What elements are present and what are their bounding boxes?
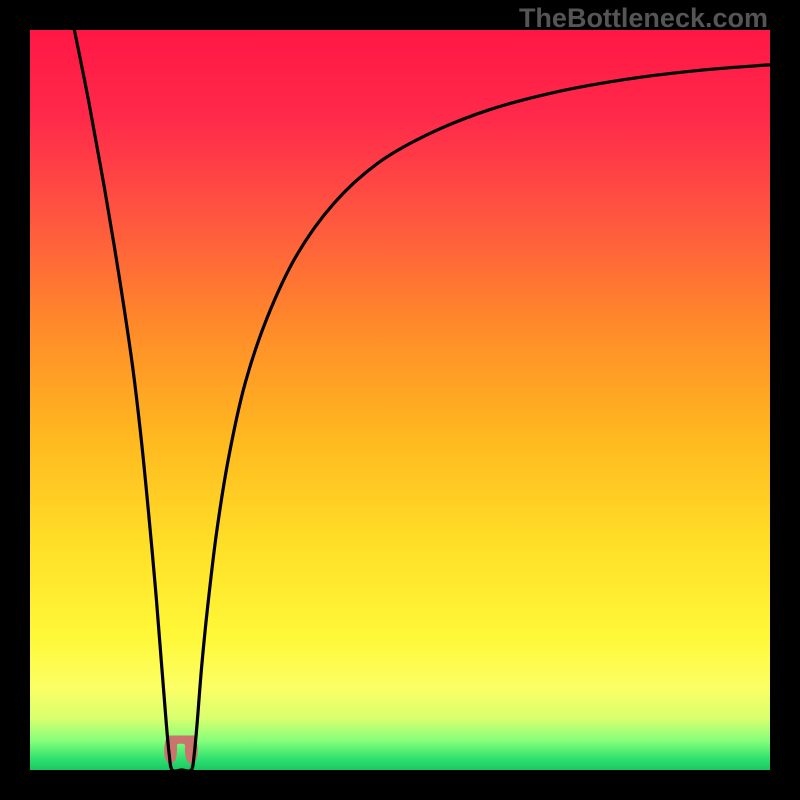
plot-area (30, 30, 770, 770)
watermark-text: TheBottleneck.com (519, 3, 768, 34)
bottleneck-curve (74, 30, 770, 770)
figure-frame: TheBottleneck.com (0, 0, 800, 800)
curve-layer (30, 30, 770, 770)
